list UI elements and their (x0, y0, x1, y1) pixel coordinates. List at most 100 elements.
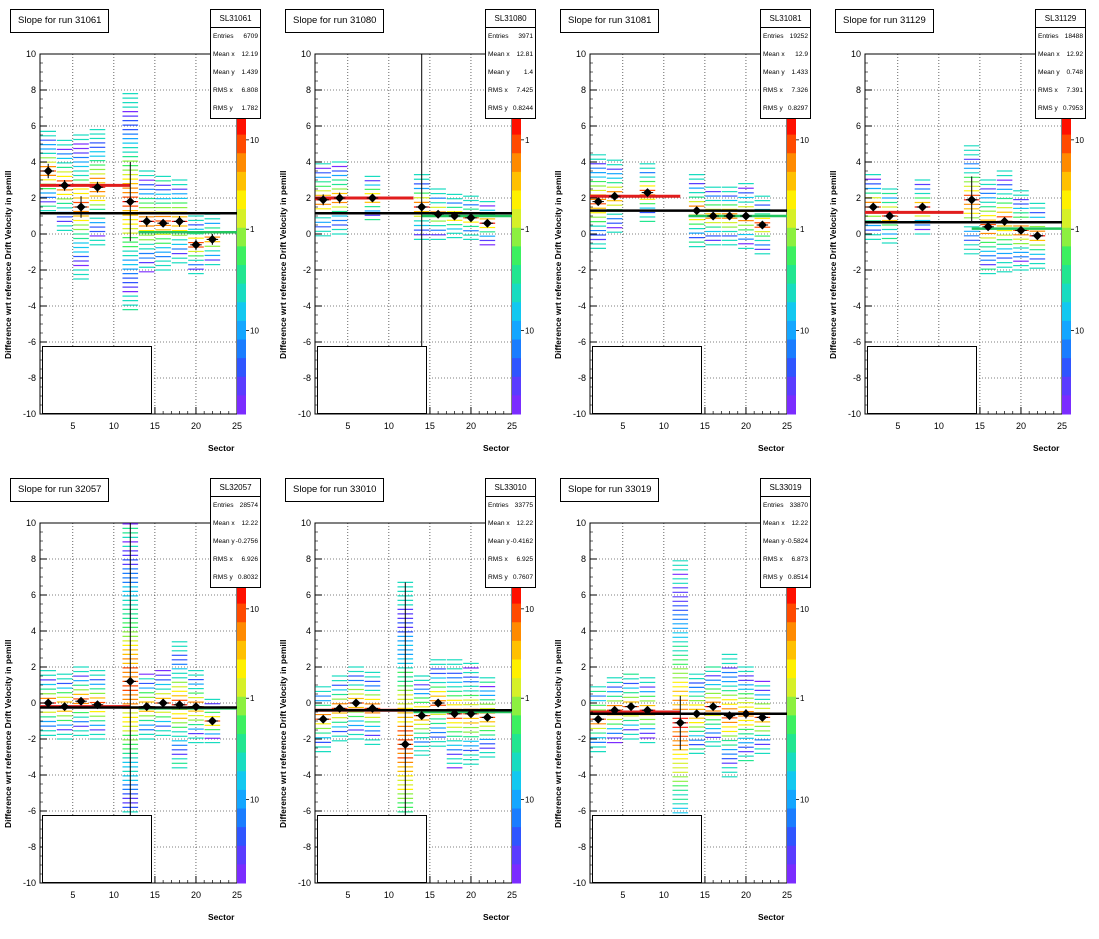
x-tick-label: 15 (425, 890, 435, 900)
mean-marker (335, 703, 345, 713)
mean-marker (708, 211, 718, 221)
x-tick-label: 20 (466, 421, 476, 431)
footer-fragment (0, 925, 260, 939)
chart-title: Slope for run 33019 (560, 478, 660, 502)
palette-cell (512, 153, 521, 173)
mean-marker (351, 698, 361, 708)
stats-value: 33775 (514, 502, 533, 509)
palette-cell (787, 808, 796, 828)
stats-row-rms_y: RMS y 0.8297 (761, 100, 810, 118)
stats-value: 19252 (789, 33, 808, 40)
y-tick-label: 8 (31, 85, 36, 95)
x-tick-label: 20 (191, 421, 201, 431)
stats-row-mean_x: Mean x 12.22 (486, 515, 535, 533)
palette-cell (512, 116, 521, 136)
palette-cell (237, 134, 246, 154)
palette-cell (237, 603, 246, 623)
mean-marker (466, 213, 476, 223)
y-tick-label: -8 (303, 842, 311, 852)
palette-cell (787, 659, 796, 679)
palette-cell (787, 678, 796, 698)
y-tick-label: -2 (853, 265, 861, 275)
chart-title: Slope for run 31129 (835, 9, 934, 33)
palette-cell (787, 771, 796, 791)
stats-row-entries: Entries 33870 (761, 497, 810, 515)
mean-marker (1032, 231, 1042, 241)
legend-box (42, 815, 152, 883)
y-tick-label: 10 (576, 49, 586, 59)
x-tick-label: 10 (659, 421, 669, 431)
stats-title: SL33019 (761, 479, 810, 497)
stats-row-entries: Entries 33775 (486, 497, 535, 515)
stats-row-rms_x: RMS x 6.925 (486, 551, 535, 569)
stats-row-rms_x: RMS x 6.873 (761, 551, 810, 569)
y-tick-label: -8 (28, 373, 36, 383)
y-tick-label: 8 (306, 85, 311, 95)
palette-cell (237, 789, 246, 809)
y-tick-label: 6 (581, 121, 586, 131)
y-tick-label: 10 (301, 49, 311, 59)
stats-row-rms_x: RMS x 6.926 (211, 551, 260, 569)
stats-row-mean_x: Mean x 12.81 (486, 46, 535, 64)
mean-marker (675, 718, 685, 728)
palette-cell (237, 153, 246, 173)
palette-cell (237, 752, 246, 772)
palette-cell (512, 678, 521, 698)
stats-value: 0.8032 (237, 574, 258, 581)
x-tick-label: 10 (659, 890, 669, 900)
palette-cell (237, 395, 246, 415)
mean-marker (593, 714, 603, 724)
stats-row-rms_x: RMS x 7.326 (761, 82, 810, 100)
mean-marker (335, 193, 345, 203)
palette-cell (237, 302, 246, 322)
palette-cell (237, 864, 246, 884)
palette-cell (237, 265, 246, 285)
palette-cell (787, 302, 796, 322)
stats-row-entries: Entries 6709 (211, 28, 260, 46)
stats-value: 6.926 (241, 556, 258, 563)
z-tick-label: 10 (250, 136, 259, 145)
x-axis-label: Sector (208, 912, 235, 922)
x-tick-label: 25 (232, 890, 242, 900)
stats-title: SL31129 (1036, 10, 1085, 28)
z-tick-label: 10 (525, 327, 534, 336)
y-tick-label: 4 (581, 157, 586, 167)
stats-box: SL33010 Entries 33775 Mean x 12.22 Mean y -0.4… (485, 478, 536, 588)
x-axis-label: Sector (483, 443, 510, 453)
x-tick-label: 20 (1016, 421, 1026, 431)
palette-cell (237, 320, 246, 340)
mean-marker (917, 202, 927, 212)
x-tick-label: 25 (1057, 421, 1067, 431)
y-tick-label: 10 (851, 49, 861, 59)
stats-box: SL31129 Entries 18488 Mean x 12.92 Mean y 0.74… (1035, 9, 1086, 119)
stats-row-mean_y: Mean y 0.748 (1036, 64, 1085, 82)
y-tick-label: 10 (26, 518, 36, 528)
mean-marker (43, 698, 53, 708)
y-tick-label: 4 (306, 626, 311, 636)
mean-marker (1000, 216, 1010, 226)
stats-box: SL32057 Entries 28574 Mean x 12.22 Mean y -0.2… (210, 478, 261, 588)
stats-row-mean_y: Mean y -0.5824 (761, 533, 810, 551)
y-tick-label: -10 (573, 409, 586, 419)
z-tick-label: 10 (800, 327, 809, 336)
palette-cell (512, 808, 521, 828)
palette-cell (237, 734, 246, 754)
y-tick-label: -4 (853, 301, 861, 311)
palette-cell (512, 640, 521, 660)
stats-value: 1.433 (791, 69, 808, 76)
stats-row-mean_x: Mean x 12.9 (761, 46, 810, 64)
palette-cell (1062, 153, 1071, 173)
x-tick-label: 20 (191, 890, 201, 900)
palette-cell (512, 339, 521, 359)
stats-title: SL31081 (761, 10, 810, 28)
x-tick-label: 10 (384, 890, 394, 900)
x-axis-label: Sector (208, 443, 235, 453)
y-tick-label: -10 (573, 878, 586, 888)
y-tick-label: -8 (28, 842, 36, 852)
mean-marker (207, 716, 217, 726)
stats-row-mean_y: Mean y -0.4162 (486, 533, 535, 551)
palette-cell (237, 227, 246, 247)
x-tick-label: 15 (150, 421, 160, 431)
palette-cell (237, 845, 246, 865)
mean-marker (482, 712, 492, 722)
